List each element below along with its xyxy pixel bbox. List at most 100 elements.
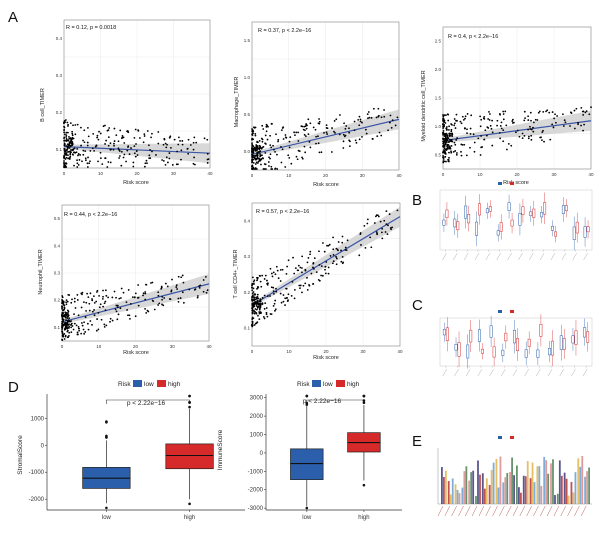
scatter-point bbox=[484, 129, 487, 132]
scatter-point bbox=[251, 284, 253, 287]
plot-border bbox=[61, 204, 210, 342]
scatter-point bbox=[312, 268, 315, 270]
x-tick-label-mark bbox=[489, 368, 494, 377]
scatter-point bbox=[133, 296, 136, 299]
scatter-point bbox=[585, 110, 588, 113]
box bbox=[572, 226, 576, 240]
scatter-point bbox=[155, 154, 157, 156]
scatter-point bbox=[76, 299, 79, 301]
bar bbox=[447, 481, 450, 504]
scatter-point bbox=[443, 133, 446, 136]
scatter-point bbox=[63, 328, 66, 331]
scatter-point bbox=[126, 149, 129, 152]
x-tick-label-mark bbox=[437, 505, 444, 517]
scatter-point bbox=[303, 133, 306, 136]
scatter-point bbox=[305, 127, 308, 130]
scatter-point bbox=[101, 297, 104, 300]
scatter-point bbox=[583, 123, 586, 126]
scatter-point bbox=[396, 209, 399, 212]
scatter-point bbox=[261, 157, 264, 159]
scatter-point bbox=[276, 153, 278, 156]
bar bbox=[454, 484, 457, 504]
scatter-point bbox=[254, 147, 257, 150]
scatter-point bbox=[280, 145, 282, 148]
scatter-point bbox=[256, 147, 259, 150]
scatter-point bbox=[446, 147, 448, 150]
scatter-point bbox=[446, 134, 449, 136]
points bbox=[442, 106, 592, 164]
scatter-point bbox=[307, 118, 310, 121]
scatter-point bbox=[118, 297, 121, 300]
scatter-point bbox=[315, 142, 317, 145]
scatter-point bbox=[66, 121, 69, 124]
scatter-point bbox=[301, 157, 304, 160]
scatter-point bbox=[275, 265, 278, 268]
scatter-point bbox=[267, 161, 270, 163]
scatter-point bbox=[442, 142, 445, 145]
scatter-point bbox=[80, 306, 83, 309]
scatter-point bbox=[120, 297, 122, 299]
x-axis-label: Risk score bbox=[313, 355, 339, 361]
scatter-point bbox=[489, 124, 492, 127]
scatter-point bbox=[325, 124, 328, 127]
scatter-point bbox=[66, 300, 69, 303]
scatter-point bbox=[505, 124, 508, 127]
scatter-point bbox=[450, 132, 453, 135]
bar bbox=[543, 456, 546, 504]
scatter-point bbox=[180, 149, 183, 152]
scatter-point bbox=[264, 151, 267, 154]
scatter-point bbox=[502, 140, 505, 143]
scatter-point bbox=[65, 303, 68, 306]
scatter-point bbox=[491, 119, 493, 122]
scatter-point bbox=[143, 165, 146, 168]
scatter-point bbox=[64, 152, 66, 155]
scatter-point bbox=[455, 139, 458, 141]
scatter-point bbox=[253, 126, 256, 129]
scatter-point bbox=[480, 118, 483, 121]
scatter-point bbox=[281, 268, 284, 271]
confidence-band bbox=[252, 206, 400, 308]
bar bbox=[481, 473, 484, 504]
scatter-point bbox=[360, 244, 362, 246]
scatter-point bbox=[61, 299, 63, 301]
bar bbox=[441, 467, 443, 504]
x-axis-label: Risk score bbox=[503, 180, 529, 186]
scatter-point bbox=[62, 301, 65, 303]
outlier-point bbox=[305, 403, 309, 406]
box bbox=[539, 324, 543, 337]
scatter-point bbox=[89, 160, 91, 163]
outlier-point bbox=[105, 506, 108, 510]
scatter-point bbox=[77, 325, 80, 328]
scatter-point bbox=[469, 132, 472, 135]
scatter-point bbox=[157, 304, 160, 306]
scatter-point bbox=[137, 129, 140, 132]
scatter-point bbox=[453, 124, 456, 127]
scatter-point bbox=[273, 148, 275, 151]
scatter-point bbox=[367, 117, 369, 120]
scatter-point bbox=[577, 121, 579, 124]
scatter-point bbox=[251, 318, 254, 320]
legend-swatch-low bbox=[312, 380, 321, 387]
points bbox=[251, 209, 399, 328]
scatter-point bbox=[455, 113, 458, 116]
scatter-point bbox=[67, 146, 69, 149]
scatter-point bbox=[553, 117, 556, 120]
box bbox=[527, 338, 531, 347]
bar bbox=[506, 473, 509, 504]
scatter-point bbox=[333, 120, 336, 122]
scatter-point bbox=[63, 139, 66, 142]
scatter-point bbox=[504, 110, 507, 113]
outlier-point bbox=[305, 394, 309, 398]
x-tick-label: 30 bbox=[171, 171, 177, 176]
scatter-point bbox=[459, 120, 462, 123]
scatter-point bbox=[120, 164, 123, 167]
scatter-point bbox=[62, 319, 64, 322]
scatter-point bbox=[262, 128, 265, 130]
scatter-point bbox=[72, 124, 74, 127]
scatter-point bbox=[530, 119, 532, 122]
scatter-point bbox=[134, 128, 137, 131]
scatter-point bbox=[303, 145, 306, 148]
scatter-point bbox=[529, 111, 532, 114]
scatter-point bbox=[61, 321, 64, 323]
scatter-point bbox=[68, 135, 70, 138]
